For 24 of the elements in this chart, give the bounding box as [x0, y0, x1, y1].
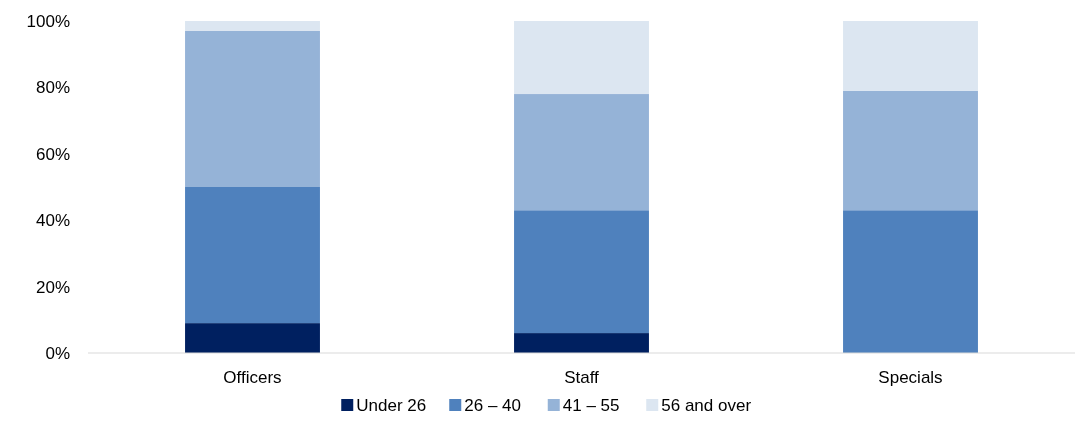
bar [843, 90, 978, 211]
y-tick-label: 0% [45, 343, 70, 363]
bar [514, 210, 649, 334]
bar [514, 21, 649, 95]
x-tick-label: Specials [878, 368, 943, 387]
bar [514, 94, 649, 211]
y-tick-label: 60% [35, 144, 70, 164]
y-tick-label: 100% [26, 11, 70, 31]
y-tick-label: 20% [35, 277, 70, 297]
x-tick-label: Officers [223, 368, 282, 387]
bar [185, 21, 320, 31]
bar [843, 21, 978, 91]
legend-label: 26 – 40 [464, 395, 521, 415]
bar [185, 30, 320, 187]
x-tick-label: Staff [564, 368, 600, 387]
y-tick-label: 40% [35, 211, 70, 231]
legend-label: Under 26 [356, 395, 427, 415]
legend-label: 56 and over [661, 395, 752, 415]
y-tick-label: 80% [35, 78, 70, 98]
bar [514, 333, 649, 353]
legend-label: 41 – 55 [562, 395, 620, 415]
bar [843, 210, 978, 353]
bar [185, 323, 320, 353]
bar [185, 187, 320, 324]
